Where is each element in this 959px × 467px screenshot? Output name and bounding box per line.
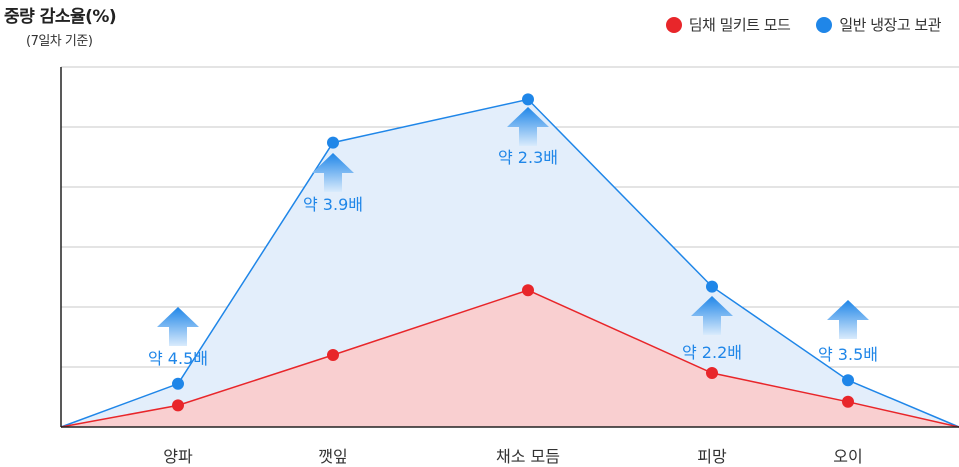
y-axis-title: 중량 감소율(%) [4, 7, 117, 27]
data-point-1-2 [522, 93, 534, 106]
y-axis-subtitle: (7일차 기준) [26, 34, 93, 49]
x-tick-label: 채소 모듬 [496, 447, 560, 466]
data-point-0-2 [522, 284, 534, 297]
legend-label-dimchae: 딤채 밀키트 모드 [688, 16, 791, 34]
up-arrow-icon [691, 296, 733, 335]
x-tick-label: 양파 [163, 447, 193, 466]
data-point-0-1 [327, 349, 339, 361]
legend: 딤채 밀키트 모드 일반 냉장고 보관 [665, 14, 941, 35]
data-point-0-3 [706, 367, 718, 379]
red-dot-icon [665, 16, 682, 33]
x-tick-label: 오이 [833, 447, 862, 466]
series-area-1 [61, 99, 959, 428]
ratio-label: 약 2.3배 [498, 148, 558, 167]
up-arrow-icon [507, 107, 549, 146]
data-point-0-4 [842, 395, 854, 408]
series-area-0 [61, 290, 959, 427]
data-point-1-4 [842, 374, 854, 387]
ratio-label: 약 2.2배 [682, 343, 742, 362]
legend-item-dimchae: 딤채 밀키트 모드 [665, 14, 791, 35]
ratio-label: 약 4.5배 [148, 349, 208, 368]
data-point-1-0 [172, 377, 184, 390]
legend-item-regular: 일반 냉장고 보관 [816, 14, 941, 35]
data-point-0-0 [172, 399, 184, 412]
up-arrow-icon [157, 307, 199, 346]
data-point-1-3 [706, 280, 718, 293]
ratio-label: 약 3.9배 [303, 195, 363, 214]
up-arrow-icon [827, 300, 869, 339]
legend-label-regular: 일반 냉장고 보관 [839, 16, 941, 34]
x-tick-label: 피망 [697, 447, 727, 466]
blue-dot-icon [816, 16, 833, 33]
up-arrow-icon [312, 153, 354, 192]
data-point-1-1 [327, 136, 339, 149]
ratio-label: 약 3.5배 [818, 345, 878, 364]
x-tick-label: 깻잎 [318, 447, 347, 466]
